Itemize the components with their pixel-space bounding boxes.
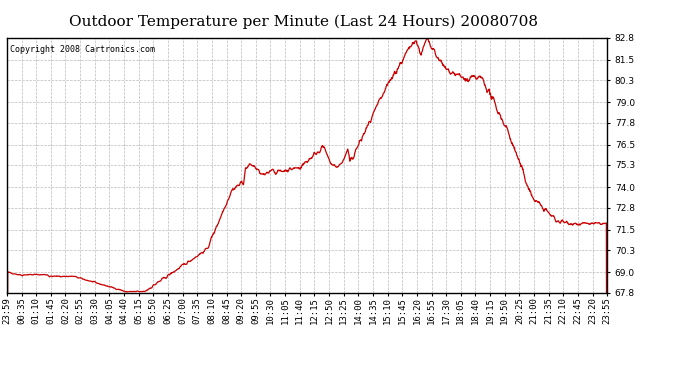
- Text: Copyright 2008 Cartronics.com: Copyright 2008 Cartronics.com: [10, 45, 155, 54]
- Text: Outdoor Temperature per Minute (Last 24 Hours) 20080708: Outdoor Temperature per Minute (Last 24 …: [69, 15, 538, 29]
